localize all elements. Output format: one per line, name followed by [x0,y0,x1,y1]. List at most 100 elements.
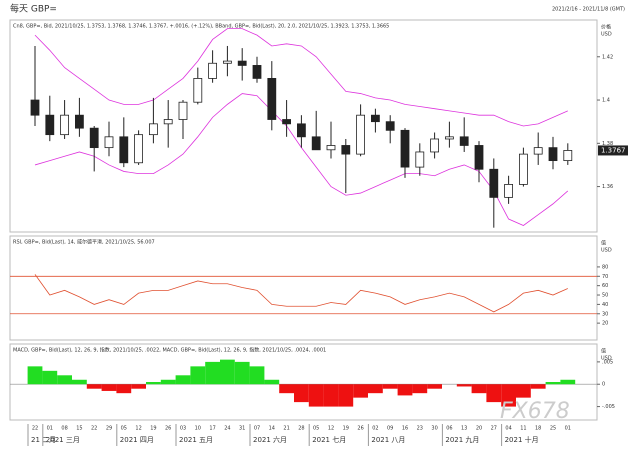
month-label: 2021 四月 [120,436,154,444]
x-tick-label: 16 [402,426,408,432]
x-tick-label: 04 [505,426,511,432]
candle-body [326,145,336,151]
band-line [34,28,568,127]
y-tick-label: .005 [602,359,613,365]
x-tick-label: 31 [239,426,245,432]
candle-body [311,136,321,151]
x-tick-label: 29 [106,426,112,432]
macd-bar [545,382,561,385]
y-tick-label: 40 [602,302,608,308]
candle-body [193,78,203,103]
month-label: 2021 五月 [179,436,213,444]
month-label: 2021 十月 [505,435,539,444]
macd-bar [530,384,546,389]
x-tick-label: 26 [357,426,363,432]
x-tick-label: 27 [491,426,497,432]
x-tick-label: 14 [269,426,275,432]
macd-bar [486,384,502,403]
candle-body [341,145,351,155]
macd-bar [146,382,161,385]
y-tick-label: 1.36 [602,184,613,190]
x-tick-label: 08 [61,426,67,432]
x-tick-label: 13 [461,426,467,432]
macd-bar [175,375,191,385]
axis-title: 值 [601,240,606,247]
candle-body [104,136,114,149]
x-tick-label: 09 [387,426,393,432]
x-tick-label: 22 [91,426,97,432]
y-tick-label: 1.42 [602,54,613,60]
x-tick-label: 21 [283,426,289,432]
macd-bar [190,366,206,385]
candle-body [459,136,469,146]
x-tick-label: 23 [417,426,423,432]
macd-bar [353,384,368,398]
candle-body [119,136,129,164]
candle-body [489,168,499,198]
x-tick-label: 17 [209,426,215,432]
month-label: 2021 七月 [312,435,346,444]
x-tick-label: 05 [121,426,127,432]
x-tick-label: 28 [298,426,304,432]
candle-body [282,119,292,125]
price-label: 1.3767 [601,146,626,154]
x-tick-label: 01 [565,426,571,432]
candle-body [45,114,55,136]
x-tick-label: 30 [431,426,437,432]
x-tick-label: 19 [150,426,156,432]
panel-frame [9,19,598,233]
y-tick-label: 70 [602,274,608,280]
macd-bar [116,384,132,394]
macd-bar [501,384,516,407]
candle-body [237,60,247,66]
macd-bar [456,384,472,387]
candle-body [267,78,277,120]
macd-bar [368,384,383,394]
axis-title: 价格 [601,24,611,31]
candle-body [134,134,144,164]
macd-bar [560,379,576,385]
candle-body [296,123,306,138]
candle-body [474,145,484,170]
x-tick-label: 19 [343,426,349,432]
y-tick-label: 60 [602,283,608,289]
macd-bar [397,384,413,396]
rsi-line [34,274,568,313]
x-tick-label: 15 [76,426,82,432]
macd-bar [234,361,250,385]
axis-title: 值 [601,348,606,355]
month-label: 2021 六月 [253,435,287,444]
month-label: 2021 九月 [445,435,479,444]
macd-bar [264,379,280,385]
macd-bar [160,379,176,385]
x-tick-label: 11 [520,426,526,432]
macd-bar [279,384,294,394]
macd-bar [427,384,442,389]
y-tick-label: -.005 [602,404,615,410]
x-tick-label: 20 [476,426,482,432]
macd-bar [220,359,235,385]
macd-bar [382,384,398,389]
macd-bar [72,379,87,385]
chart-title: 每天 GBP= [10,3,57,15]
candle-body [385,121,395,131]
macd-bar [249,366,265,385]
macd-bar [101,384,117,391]
candle-body [370,114,380,123]
candle-body [400,129,410,168]
candle-body [356,114,366,155]
axis-title: USD [601,32,612,38]
panel-legend: MACD, GBP=, Bid(Last), 12, 26, 9, 指数, 20… [13,347,326,354]
macd-bar [27,366,43,385]
macd-bar [205,361,220,385]
candle-body [89,127,99,149]
price-box [598,145,628,156]
y-tick-label: 0 [602,382,605,388]
candle-body [504,184,514,198]
candle-body [252,65,262,79]
x-tick-label: 07 [254,426,260,432]
macd-bar [86,384,102,389]
macd-bar [338,384,354,407]
month-label: 21 二月 [31,436,56,444]
